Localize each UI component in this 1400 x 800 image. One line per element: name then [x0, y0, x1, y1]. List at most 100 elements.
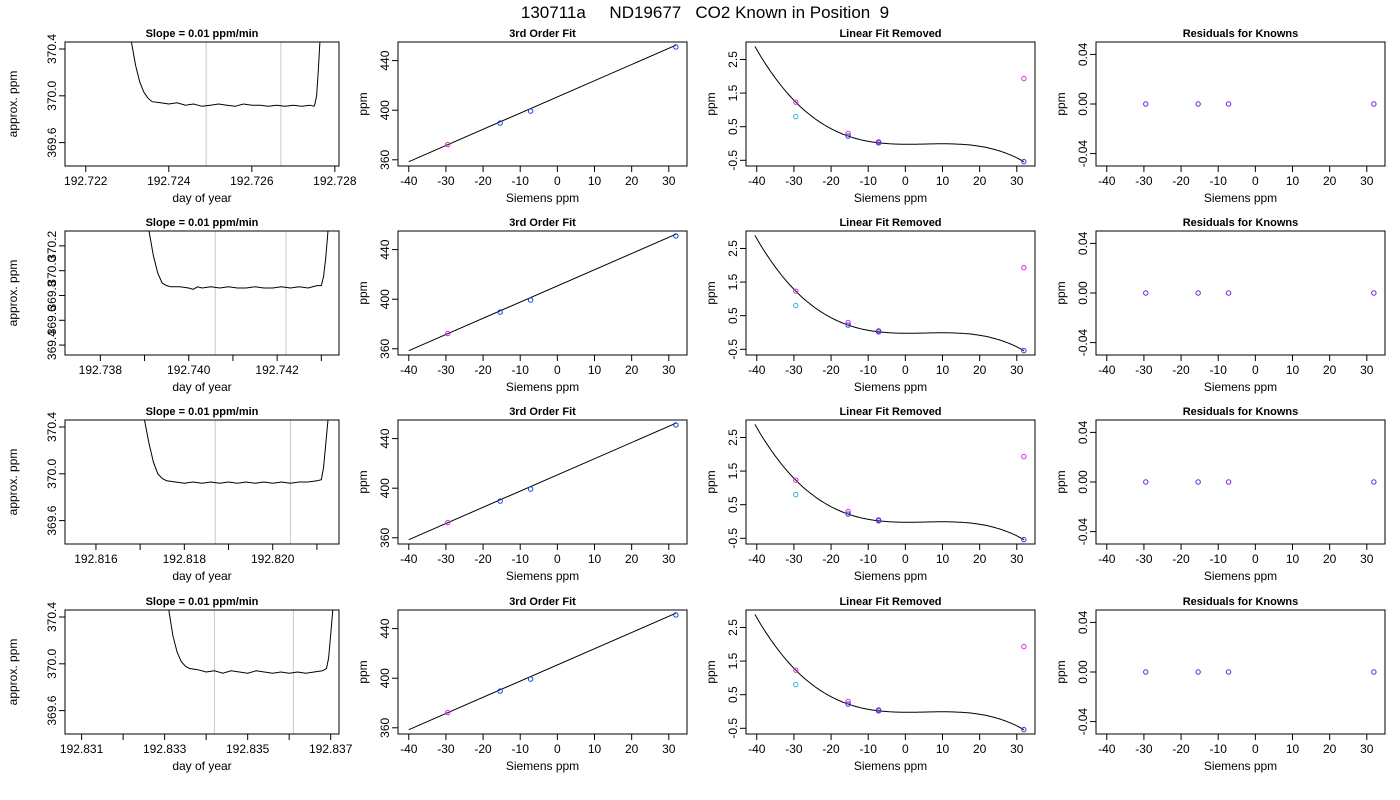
x-tick-label: -40 — [1098, 742, 1116, 756]
plot-area — [168, 610, 334, 734]
data-point — [1021, 347, 1027, 354]
trace-line — [148, 231, 329, 290]
y-axis-label: approx. ppm — [6, 71, 20, 138]
x-tick-label: 20 — [625, 363, 639, 377]
data-point — [445, 330, 451, 337]
x-tick-label: 30 — [662, 174, 676, 188]
x-tick-label: -30 — [785, 174, 803, 188]
x-tick-label: -20 — [1172, 174, 1190, 188]
plot-frame — [397, 609, 688, 735]
panel-title: Linear Fit Removed — [839, 28, 941, 40]
x-tick-label: 192.833 — [143, 742, 187, 756]
x-tick-label: -20 — [474, 552, 492, 566]
data-point — [1143, 669, 1149, 675]
x-tick-label: 192.835 — [226, 742, 270, 756]
cubic-fit-curve — [754, 46, 1025, 163]
x-tick-label: -20 — [1172, 552, 1190, 566]
x-axis-label: Siemens ppm — [506, 569, 579, 583]
data-point — [1225, 479, 1232, 485]
y-tick-label: 0.5 — [726, 118, 740, 135]
x-tick-label: -10 — [860, 742, 878, 756]
x-tick-label: 0 — [554, 552, 561, 566]
plot-area — [144, 420, 329, 544]
y-tick-label: 2.5 — [726, 240, 740, 257]
x-tick-label: 10 — [936, 174, 950, 188]
data-point — [1195, 290, 1201, 296]
plot-area — [754, 235, 1027, 354]
panel-grid: 192.722 192.724 192.726 192.728369.6370.037… — [6, 28, 1386, 773]
x-tick-label: -20 — [1172, 742, 1190, 756]
y-tick-label: 360 — [378, 717, 392, 737]
plot-frame — [397, 230, 688, 356]
data-point — [1371, 479, 1377, 485]
x-axis-label: Siemens ppm — [1204, 569, 1277, 583]
x-tick-label: -10 — [512, 552, 530, 566]
x-axis-label: Siemens ppm — [1204, 380, 1277, 394]
y-tick-label: 400 — [378, 668, 392, 688]
panel-residuals-row-4: -40 -30 -20 -10 0 10 20 30 -0.04 0.00 0.04 Residual… — [1054, 596, 1386, 773]
plot-area — [1143, 479, 1377, 485]
y-tick-label: 0.00 — [1076, 92, 1090, 116]
plot-frame — [397, 41, 688, 167]
y-tick-label: -0.5 — [726, 339, 740, 360]
y-tick-label: 440 — [378, 428, 392, 448]
x-tick-label: 30 — [1010, 174, 1024, 188]
plot-area — [408, 233, 679, 352]
data-point — [1195, 101, 1201, 107]
data-point — [1371, 101, 1377, 107]
y-tick-label: -0.04 — [1076, 329, 1090, 357]
data-point — [793, 288, 799, 294]
y-axis-label: ppm — [704, 92, 718, 115]
x-tick-label: 0 — [554, 174, 561, 188]
y-tick-label: 0.5 — [726, 496, 740, 513]
x-tick-label: 20 — [1323, 552, 1337, 566]
cubic-fit-curve — [754, 424, 1025, 541]
panel-title: Residuals for Knowns — [1183, 406, 1299, 418]
x-tick-label: 192.818 — [163, 552, 207, 566]
panel-time-series-row-2: 192.738 192.740 192.742369.4369.6369.8370.… — [6, 217, 340, 394]
fit-line — [408, 233, 677, 352]
x-tick-label: -40 — [1098, 552, 1116, 566]
y-axis-label: approx. ppm — [6, 639, 20, 706]
y-tick-label: -0.5 — [726, 718, 740, 739]
x-tick-label: -30 — [437, 552, 455, 566]
x-tick-label: -10 — [1210, 552, 1228, 566]
y-tick-label: 370.0 — [45, 648, 59, 678]
panel-title: Linear Fit Removed — [839, 217, 941, 229]
data-point — [793, 681, 799, 688]
data-point — [673, 44, 679, 50]
y-tick-label: 360 — [378, 527, 392, 547]
x-tick-label: 192.816 — [74, 552, 118, 566]
x-tick-label: 20 — [973, 363, 987, 377]
x-tick-label: 192.831 — [60, 742, 104, 756]
panel-fit-row-3: -40 -30 -20 -10 0 10 20 30 360 400 440 3rd Order Fi… — [356, 406, 688, 583]
y-tick-label: 369.8 — [45, 280, 59, 310]
x-tick-label: 192.722 — [64, 174, 108, 188]
data-point — [1143, 290, 1149, 296]
plot-frame — [745, 230, 1036, 356]
panel-fit-row-4: -40 -30 -20 -10 0 10 20 30 360 400 440 3rd Order Fi… — [356, 596, 688, 773]
panel-title: Slope = 0.01 ppm/min — [146, 28, 259, 40]
y-tick-label: 0.00 — [1076, 470, 1090, 494]
y-tick-label: 369.6 — [45, 505, 59, 535]
x-tick-label: -30 — [437, 363, 455, 377]
y-tick-label: -0.04 — [1076, 140, 1090, 168]
x-tick-label: -10 — [860, 552, 878, 566]
panel-title: 3rd Order Fit — [509, 217, 576, 229]
x-tick-label: 10 — [936, 363, 950, 377]
x-tick-label: -10 — [512, 174, 530, 188]
x-tick-label: -30 — [1135, 552, 1153, 566]
data-point — [845, 319, 851, 326]
y-axis-label: ppm — [356, 470, 370, 493]
x-axis-label: Siemens ppm — [1204, 191, 1277, 205]
x-tick-label: 10 — [936, 742, 950, 756]
x-tick-label: 20 — [1323, 742, 1337, 756]
x-tick-label: -30 — [785, 363, 803, 377]
panel-title: 3rd Order Fit — [509, 596, 576, 608]
y-tick-label: -0.5 — [726, 528, 740, 549]
y-tick-label: 440 — [378, 50, 392, 70]
x-tick-label: 30 — [1010, 552, 1024, 566]
y-tick-label: 370.0 — [45, 255, 59, 285]
y-axis-label: ppm — [356, 660, 370, 683]
x-tick-label: 192.728 — [313, 174, 357, 188]
